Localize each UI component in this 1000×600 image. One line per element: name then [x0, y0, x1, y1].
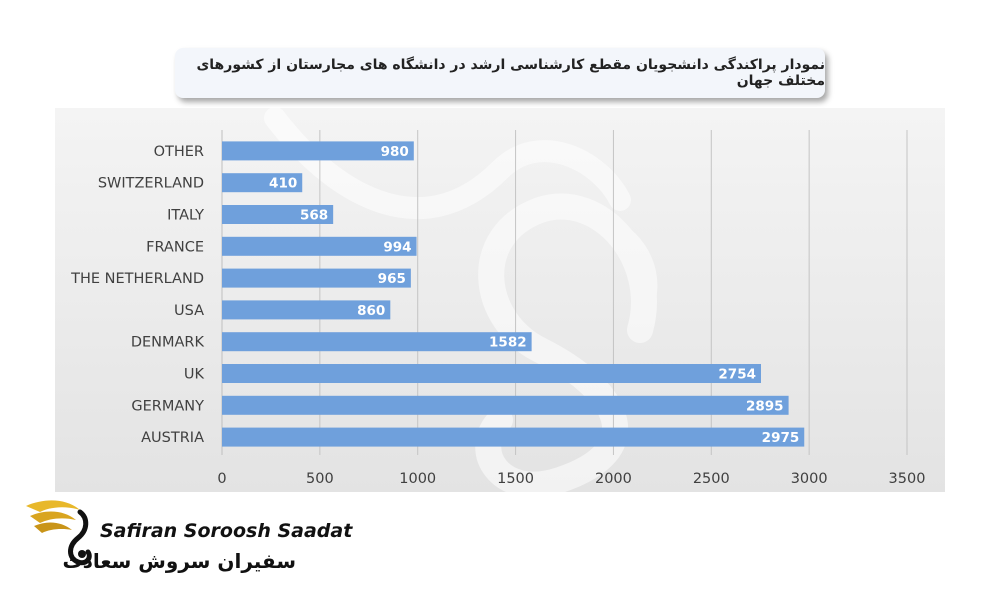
x-tick-label: 2000 [595, 471, 632, 487]
golden-wing-swan-icon [26, 500, 92, 566]
category-label: DENMARK [131, 335, 205, 351]
data-label: 410 [269, 176, 297, 192]
bar [222, 268, 411, 288]
data-label: 2754 [718, 367, 756, 383]
bar [222, 205, 334, 224]
x-tick-label: 1000 [399, 471, 436, 487]
bar [222, 300, 391, 320]
logo-name-fa: سفیران سروش سعادت [62, 549, 297, 573]
x-tick-label: 1500 [497, 471, 534, 487]
bar [222, 332, 532, 352]
bar [222, 395, 789, 415]
bars [222, 141, 805, 447]
category-label: OTHER [154, 144, 204, 160]
x-tick-label: 500 [306, 471, 334, 487]
bar [222, 364, 761, 383]
bar [222, 236, 417, 256]
category-label: AUSTRIA [141, 430, 204, 446]
logo: Safiran Soroosh Saadat سفیران سروش سعادت [22, 492, 352, 582]
data-label: 1582 [489, 335, 527, 351]
data-label: 2895 [746, 398, 784, 414]
data-label: 965 [378, 271, 406, 287]
bar [222, 427, 805, 447]
x-tick-label: 0 [217, 471, 226, 487]
data-label: 980 [381, 144, 409, 160]
data-label: 860 [357, 303, 385, 319]
data-label: 994 [383, 239, 411, 255]
watermark-swan-icon [264, 107, 658, 498]
logo-name-en: Safiran Soroosh Saadat [100, 520, 353, 542]
category-label: UK [184, 367, 205, 383]
data-label: 568 [300, 208, 328, 224]
data-label: 2975 [762, 430, 800, 446]
category-label: GERMANY [131, 398, 204, 414]
x-tick-label: 3500 [889, 471, 926, 487]
x-tick-labels: 0 500 1000 1500 2000 2500 3000 3500 [217, 471, 925, 487]
category-label: FRANCE [146, 239, 204, 255]
category-label: THE NETHERLAND [70, 271, 204, 287]
x-tick-label: 2500 [693, 471, 730, 487]
bar [222, 173, 303, 193]
category-label: SWITZERLAND [98, 176, 204, 192]
chart-title: نمودار پراکندگی دانشجویان مقطع کارشناسی … [196, 57, 825, 89]
x-tick-label: 3000 [791, 471, 828, 487]
category-labels: OTHER SWITZERLAND ITALY FRANCE THE NETHERLAN… [70, 144, 204, 446]
category-label: USA [174, 303, 204, 319]
bar [222, 141, 414, 161]
category-label: ITALY [167, 208, 204, 224]
chart-title-box: نمودار پراکندگی دانشجویان مقطع کارشناسی … [175, 48, 825, 98]
